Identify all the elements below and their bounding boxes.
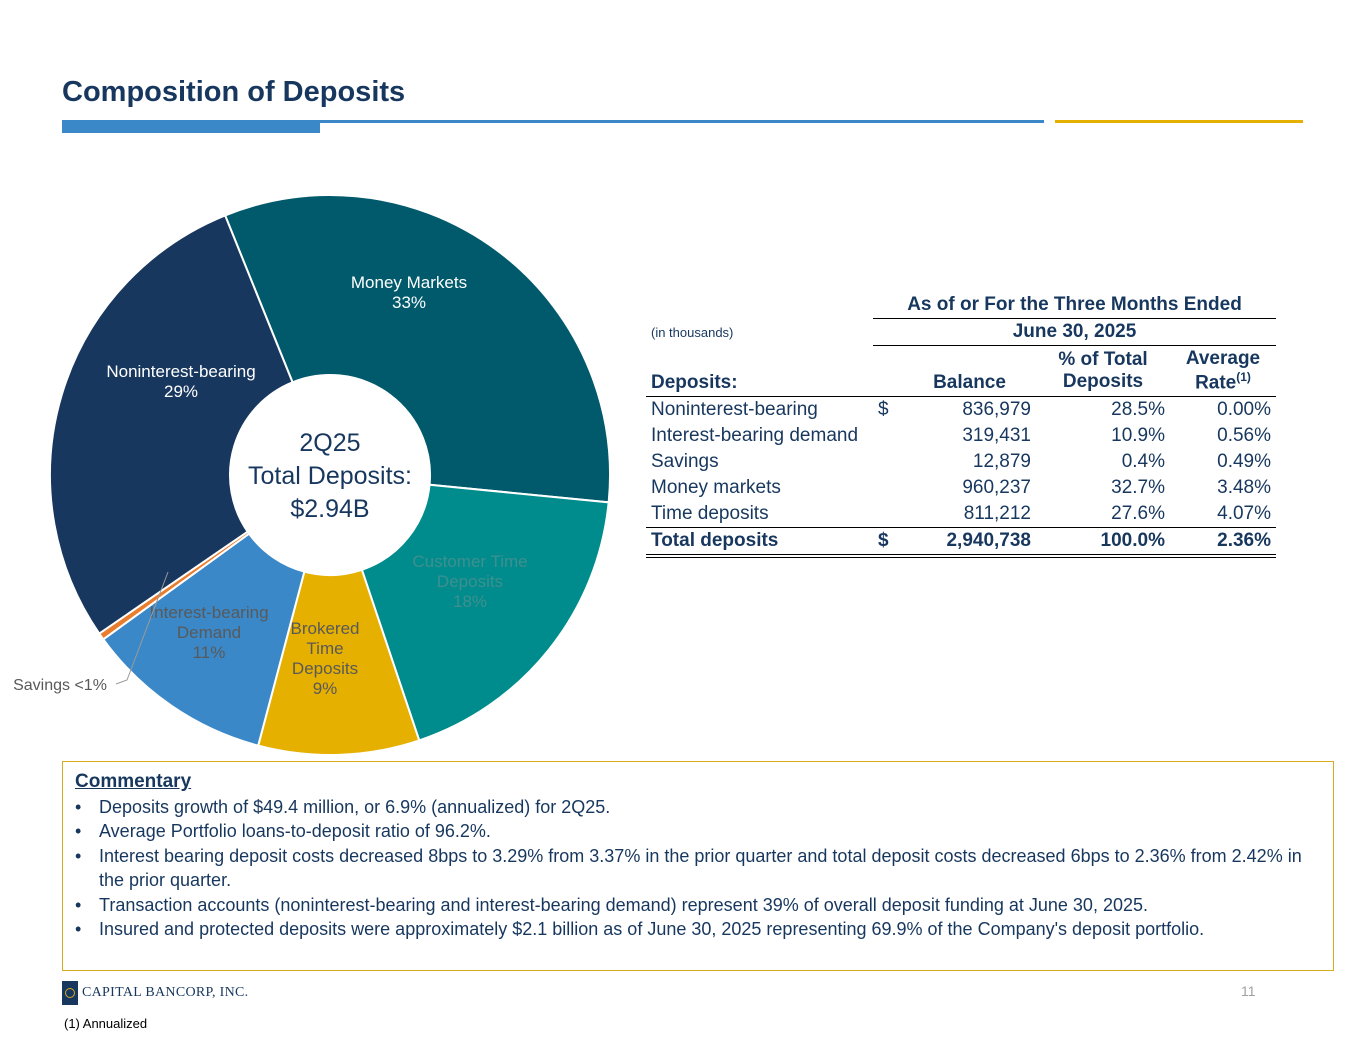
table-units-note: (in thousands) bbox=[651, 324, 734, 340]
cell-dollar bbox=[873, 475, 903, 501]
donut-slices bbox=[49, 194, 612, 756]
slice-label-savings: Savings <1% bbox=[13, 677, 107, 694]
page-title: Composition of Deposits bbox=[62, 76, 406, 108]
cell-balance: 811,212 bbox=[963, 503, 1031, 525]
slice-customer-time-deposits bbox=[360, 483, 610, 742]
cell-pct: 10.9% bbox=[1111, 425, 1165, 447]
slice-label-interest-bearing-demand: 11% bbox=[193, 643, 226, 662]
cell-dollar: $ bbox=[878, 399, 889, 421]
cell-pct: 32.7% bbox=[1111, 477, 1165, 499]
slice-label-brokered-time-deposits: Time bbox=[306, 639, 343, 658]
cell-rate: 0.49% bbox=[1217, 451, 1271, 473]
savings-leader-line bbox=[115, 571, 169, 685]
slice-label-customer-time-deposits: 18% bbox=[453, 592, 487, 611]
slice-label-brokered-time-deposits: Deposits bbox=[292, 659, 358, 678]
table-header-period: As of or For the Three Months Ended bbox=[873, 292, 1276, 319]
commentary-bullet: Insured and protected deposits were appr… bbox=[75, 917, 1323, 942]
donut-center-text-line-1: 2Q25 bbox=[299, 429, 360, 457]
cell-pct: 28.5% bbox=[1111, 399, 1165, 421]
page-number: 11 bbox=[1241, 983, 1256, 999]
slice-label-customer-time-deposits: Customer Time bbox=[412, 552, 527, 571]
cell-dollar bbox=[873, 449, 903, 475]
slice-label-interest-bearing-demand: Interest-bearing bbox=[149, 603, 268, 622]
title-rule-blue bbox=[320, 120, 1044, 123]
commentary-heading: Commentary bbox=[75, 771, 192, 792]
slice-label-brokered-time-deposits: 9% bbox=[313, 679, 338, 698]
column-header-rate-line-2: Rate bbox=[1195, 372, 1237, 394]
commentary-bullet: Transaction accounts (noninterest-bearin… bbox=[75, 893, 1323, 918]
total-rate: 2.36% bbox=[1170, 527, 1276, 559]
cell-rate: 4.07% bbox=[1217, 503, 1271, 525]
commentary-bullet: Deposits growth of $49.4 million, or 6.9… bbox=[75, 795, 1323, 820]
column-header-rate-footnote: (1) bbox=[1236, 370, 1251, 384]
table-header-date: June 30, 2025 bbox=[873, 318, 1276, 346]
total-pct: 100.0% bbox=[1036, 527, 1170, 559]
column-header-deposits: Deposits: bbox=[651, 372, 738, 394]
cell-balance: 319,431 bbox=[962, 425, 1031, 447]
slice-label-noninterest-bearing: 29% bbox=[164, 382, 198, 401]
cell-balance: 12,879 bbox=[972, 451, 1031, 473]
logo-text: CAPITAL BANCORP, INC. bbox=[82, 985, 249, 1000]
logo-mark-icon bbox=[62, 981, 78, 1005]
column-header-rate-line-1: Average bbox=[1185, 348, 1261, 369]
commentary-bullet-list: Deposits growth of $49.4 million, or 6.9… bbox=[75, 795, 1323, 942]
cell-pct: 27.6% bbox=[1111, 503, 1165, 525]
cell-label: Interest-bearing demand bbox=[651, 425, 859, 447]
slice-noninterest-bearing bbox=[49, 214, 294, 635]
cell-balance: 836,979 bbox=[962, 399, 1031, 421]
table-row-time-deposits: Time deposits 811,212 27.6% 4.07% bbox=[646, 501, 1276, 528]
commentary-box: Commentary Deposits growth of $49.4 mill… bbox=[62, 761, 1334, 971]
cell-dollar bbox=[873, 501, 903, 528]
total-dollar: $ bbox=[873, 527, 903, 559]
slice-interest-bearing-demand bbox=[101, 532, 306, 747]
commentary-bullet: Interest bearing deposit costs decreased… bbox=[75, 844, 1323, 893]
title-rule-gold bbox=[1055, 120, 1303, 123]
cell-rate: 3.48% bbox=[1217, 477, 1271, 499]
cell-label: Time deposits bbox=[651, 503, 769, 525]
company-logo: CAPITAL BANCORP, INC. bbox=[62, 981, 248, 1005]
donut-center-text-line-3: $2.94B bbox=[290, 495, 369, 523]
cell-label: Noninterest-bearing bbox=[651, 399, 818, 421]
table-row-money-markets: Money markets 960,237 32.7% 3.48% bbox=[646, 475, 1276, 501]
cell-rate: 0.00% bbox=[1217, 399, 1271, 421]
column-header-pct-line-1: % of Total bbox=[1058, 349, 1148, 371]
column-header-avg-rate: Average Rate(1) bbox=[1170, 346, 1276, 397]
donut-center-text-line-2: Total Deposits: bbox=[248, 462, 412, 490]
cell-pct: 0.4% bbox=[1121, 451, 1165, 473]
column-header-pct-line-2: Deposits bbox=[1062, 371, 1144, 393]
deposits-table: As of or For the Three Months Ended (in … bbox=[646, 292, 1276, 559]
column-header-balance: Balance bbox=[933, 372, 1006, 394]
commentary-bullet: Average Portfolio loans-to-deposit ratio… bbox=[75, 819, 1323, 844]
table-row-interest-bearing-demand: Interest-bearing demand 319,431 10.9% 0.56% bbox=[646, 423, 1276, 449]
cell-label: Money markets bbox=[651, 477, 781, 499]
slice-money-markets bbox=[223, 194, 612, 504]
cell-balance: 960,237 bbox=[962, 477, 1031, 499]
slice-label-money-markets: 33% bbox=[392, 293, 426, 312]
slice-label-customer-time-deposits: Deposits bbox=[437, 572, 503, 591]
table-row-savings: Savings 12,879 0.4% 0.49% bbox=[646, 449, 1276, 475]
table-row-total: Total deposits $ 2,940,738 100.0% 2.36% bbox=[646, 527, 1276, 559]
column-header-pct-total: % of Total Deposits bbox=[1036, 346, 1170, 397]
cell-label: Savings bbox=[651, 451, 719, 473]
total-label: Total deposits bbox=[646, 527, 873, 559]
slice-label-money-markets: Money Markets bbox=[351, 273, 467, 292]
title-rule-dark bbox=[62, 120, 320, 133]
footnote: (1) Annualized bbox=[64, 1016, 148, 1031]
slice-label-brokered-time-deposits: Brokered bbox=[291, 619, 360, 638]
table-row-noninterest-bearing: Noninterest-bearing $836,979 28.5% 0.00% bbox=[646, 397, 1276, 424]
cell-dollar bbox=[873, 423, 903, 449]
slice-label-noninterest-bearing: Noninterest-bearing bbox=[106, 362, 255, 381]
slice-label-interest-bearing-demand: Demand bbox=[177, 623, 241, 642]
cell-rate: 0.56% bbox=[1217, 425, 1271, 447]
total-balance: 2,940,738 bbox=[903, 527, 1036, 559]
